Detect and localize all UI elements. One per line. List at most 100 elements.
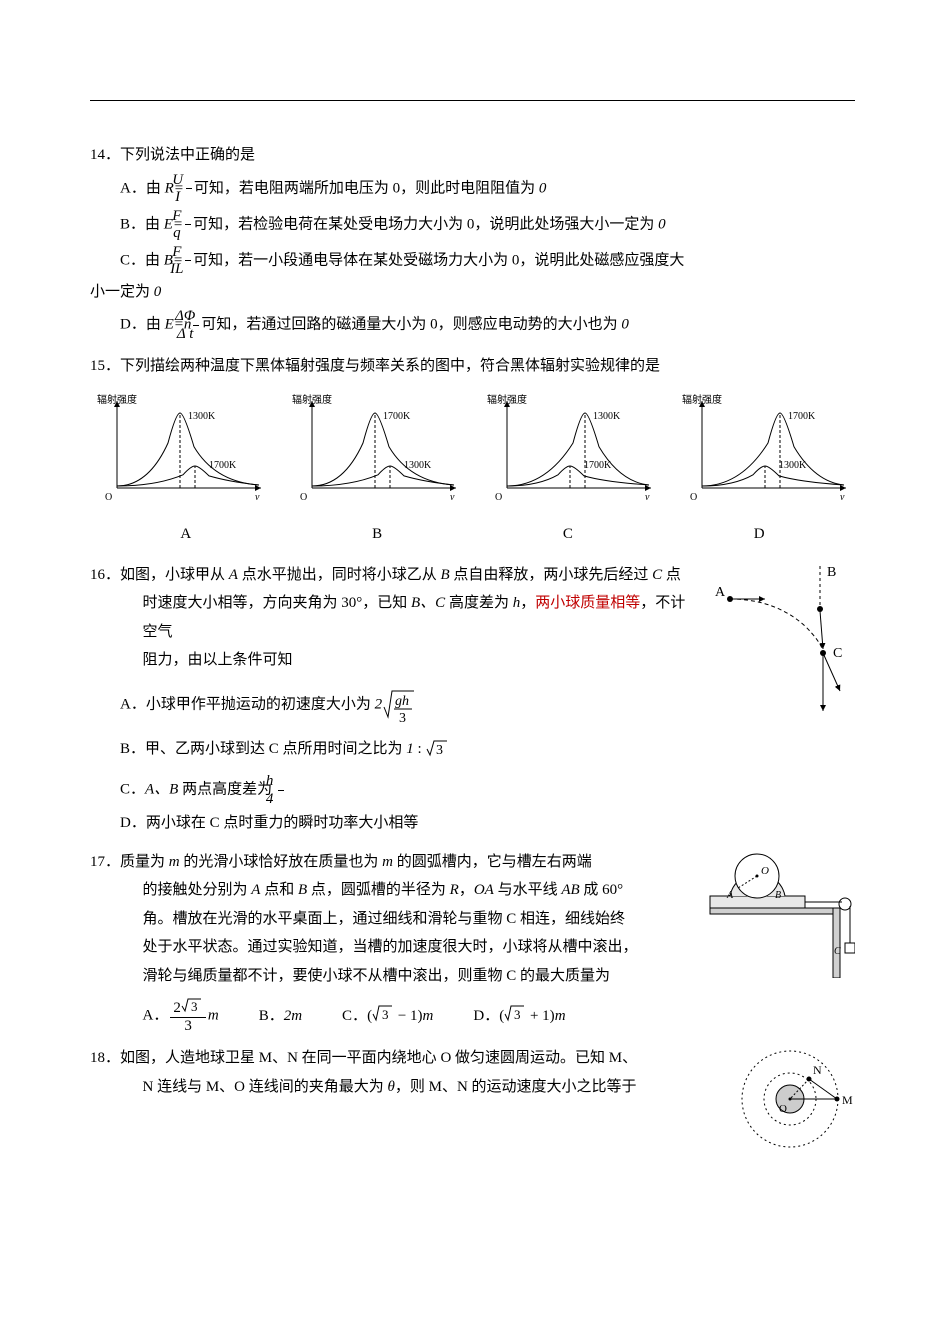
q18-fig-m: M	[842, 1093, 853, 1107]
q16-s1: 如图，小球甲从	[120, 567, 229, 583]
q18-l2b: ，则 M、N 的运动速度大小之比等于	[395, 1079, 637, 1095]
q17-option-c: C．(3 − 1)m	[342, 1002, 433, 1031]
q14-d-den: Δ t	[193, 326, 199, 343]
q16-option-d: D．两小球在 C 点时重力的瞬时功率大小相等	[90, 809, 855, 838]
svg-text:1700K: 1700K	[209, 460, 237, 471]
q16-ob-a: 1	[406, 741, 414, 757]
svg-text:1300K: 1300K	[593, 411, 621, 422]
q16-oc-mid: 两点高度差为	[178, 781, 276, 797]
q17-l1c: 的圆弧槽内，它与槽左右两端	[393, 854, 592, 870]
q17-fig-c: C	[834, 946, 841, 957]
svg-text:辐射强度: 辐射强度	[682, 393, 722, 406]
q16-oc-pre: C．	[120, 781, 145, 797]
q14-d-tail: 0	[621, 316, 629, 332]
q17-m1: m	[169, 854, 180, 870]
q15-chart-cell-3: 辐射强度 ν O 1700K 1300K	[675, 391, 855, 517]
svg-text:O: O	[495, 492, 502, 503]
q14-d-pre: D．由	[120, 316, 165, 332]
q14-b-post: 可知，若检验电荷在某处受电场力大小为 0，说明此处场强大小一定为	[193, 216, 658, 232]
q16-ob-pre: B．甲、乙两小球到达 C 点所用时间之比为	[120, 741, 406, 757]
q14-option-c-line2: 小一定为 0	[90, 278, 855, 307]
svg-text:辐射强度: 辐射强度	[292, 393, 332, 406]
q16-s2: 点水平抛出，同时将小球乙从	[238, 567, 441, 583]
q14-a-num: U	[186, 172, 192, 190]
q15-number: 15．	[90, 352, 120, 381]
q15-chart-cell-2: 辐射强度 ν O 1300K 1700K	[480, 391, 660, 517]
q16-l3: 阻力，由以上条件可知	[143, 652, 293, 668]
question-17: O A B C 17．质量为 m 的光滑小球恰好放在质量也为 m 的圆弧槽内，它…	[90, 848, 855, 1035]
q15-chart-0: 辐射强度 ν O 1300K 1700K	[95, 391, 265, 506]
q16-s3: 点自由释放，两小球先后经过	[450, 567, 653, 583]
q14-a-den: I	[186, 189, 192, 206]
q17-oa-r: 3	[191, 999, 198, 1014]
q17-oc-b: − 1)	[394, 1008, 422, 1024]
q15-charts: 辐射强度 ν O 1300K 1700K 辐射强度 ν O 1700K 1300…	[90, 391, 855, 517]
q17-ob: 2m	[284, 1008, 302, 1024]
q15-stem-text: 下列描绘两种温度下黑体辐射强度与频率关系的图中，符合黑体辐射实验规律的是	[120, 358, 660, 374]
q16-fig-c: C	[833, 646, 842, 661]
q16-ob-sqrt: 3	[425, 739, 449, 759]
q16-s4: 点	[662, 567, 681, 583]
q15-chart-1: 辐射强度 ν O 1700K 1300K	[290, 391, 460, 506]
q14-b-den: q	[185, 225, 191, 242]
q16-l2c: ，	[520, 595, 535, 611]
q17-oc-r: 3	[382, 1007, 389, 1022]
q17-lb: B．	[259, 1008, 284, 1024]
q17-fig-a: A	[726, 890, 734, 901]
q16-b: B	[440, 567, 449, 583]
q17-l1a: 质量为	[120, 854, 169, 870]
svg-text:ν: ν	[450, 492, 455, 503]
question-18: O M N 18．如图，人造地球卫星 M、N 在同一平面内绕地心 O 做匀速圆周…	[90, 1044, 855, 1154]
q18-figure: O M N	[735, 1044, 855, 1154]
q18-fig-n: N	[813, 1063, 822, 1077]
q14-c-frac: FIL	[185, 244, 191, 278]
q14-c-num: F	[185, 244, 191, 262]
q17-figure: O A B C	[705, 848, 855, 978]
q16-oc-den: 4	[278, 791, 284, 808]
q14-c-pre: C．由	[120, 252, 164, 268]
q16-oc-frac: h4	[278, 773, 284, 807]
q17-l2f: 成 60°	[580, 882, 624, 898]
q16-oc-ab: A、B	[145, 781, 178, 797]
q18-fig-o: O	[779, 1103, 787, 1115]
q17-option-a: A．233m	[143, 998, 219, 1034]
q17-l3: 角。槽放在光滑的水平桌面上，通过细线和滑轮与重物 C 相连，细线始终	[143, 911, 626, 927]
q15-chart-cell-0: 辐射强度 ν O 1300K 1700K	[90, 391, 270, 517]
q18-number: 18．	[90, 1044, 120, 1073]
q17-B: B	[298, 882, 307, 898]
q15-chart-3: 辐射强度 ν O 1700K 1300K	[680, 391, 850, 506]
q16-ob-sep: :	[414, 741, 426, 757]
q15-chart-2: 辐射强度 ν O 1300K 1700K	[485, 391, 655, 506]
q16-option-c: C．A、B 两点高度差为 h4	[90, 773, 855, 807]
q14-stem: 14．下列说法中正确的是	[90, 141, 855, 170]
q16-oc-num: h	[278, 773, 284, 791]
q17-number: 17．	[90, 848, 120, 877]
q14-option-d: D．由 E=nΔΦΔ t可知，若通过回路的磁通量大小为 0，则感应电动势的大小也…	[90, 308, 855, 342]
q17-l2b: 点和	[260, 882, 298, 898]
q17-lc: C．	[342, 1008, 367, 1024]
top-rule	[90, 100, 855, 101]
q14-b-pre: B．由	[120, 216, 164, 232]
q16-od: D．两小球在 C 点时重力的瞬时功率大小相等	[120, 815, 418, 831]
q16-a: A	[229, 567, 238, 583]
q17-l2c: 点，圆弧槽的半径为	[307, 882, 450, 898]
q16-number: 16．	[90, 561, 120, 590]
question-15: 15．下列描绘两种温度下黑体辐射强度与频率关系的图中，符合黑体辐射实验规律的是 …	[90, 352, 855, 549]
q14-a-tail: 0	[539, 180, 547, 196]
svg-text:O: O	[690, 492, 697, 503]
q17-od-m: m	[555, 1008, 566, 1024]
q14-a-pre: A．由	[120, 180, 165, 196]
q17-oa-frac: 233	[170, 998, 206, 1034]
q15-chart-cell-1: 辐射强度 ν O 1700K 1300K	[285, 391, 465, 517]
q17-l2a: 的接触处分别为	[143, 882, 252, 898]
q17-la: A．	[143, 1007, 169, 1023]
q17-fig-b: B	[775, 890, 781, 901]
q17-oa-d: 3	[170, 1018, 206, 1035]
q15-label-C: C	[563, 520, 573, 549]
q14-option-a: A．由 R=UI可知，若电阻两端所加电压为 0，则此时电阻阻值为 0	[90, 172, 855, 206]
q16-oa-sqrt: gh3	[382, 685, 416, 725]
q16-fig-a: A	[715, 585, 726, 600]
q14-a-post: 可知，若电阻两端所加电压为 0，则此时电阻阻值为	[194, 180, 539, 196]
q14-c-den: IL	[185, 261, 191, 278]
q14-d-num: ΔΦ	[193, 308, 199, 326]
